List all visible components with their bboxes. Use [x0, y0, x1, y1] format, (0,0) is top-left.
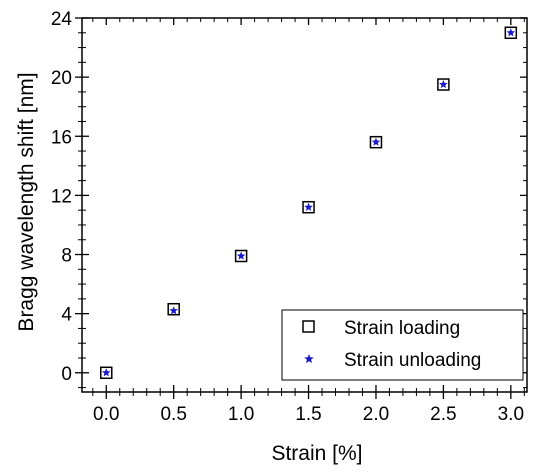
data-point-loading	[437, 78, 450, 91]
legend-label-unloading: Strain unloading	[344, 350, 481, 371]
plot-frame	[81, 17, 528, 393]
series-strain-unloading	[101, 28, 516, 377]
data-point-unloading	[304, 202, 313, 211]
data-point-loading	[167, 302, 180, 316]
data-point-unloading	[236, 251, 246, 260]
y-tick-label: 0	[61, 364, 72, 385]
y-tick-label: 24	[51, 9, 73, 30]
x-axis-label: Strain [%]	[271, 442, 362, 465]
data-point-loading	[504, 26, 518, 40]
y-tick-label: 4	[61, 305, 72, 326]
y-tick-label: 20	[51, 68, 72, 89]
data-point-loading	[369, 135, 383, 149]
data-point-unloading	[439, 80, 448, 89]
x-tick-label: 0.5	[160, 404, 186, 425]
y-axis-label: Bragg wavelength shift [nm]	[15, 72, 38, 331]
y-tick-label: 12	[51, 186, 72, 207]
x-tick-label: 2.5	[430, 404, 456, 425]
y-axis-tick-labels: 0 4 8 12 16 20 24	[51, 9, 73, 385]
data-point-unloading	[371, 137, 381, 146]
x-tick-label: 3.0	[498, 404, 524, 425]
x-axis-ticks	[92, 18, 525, 399]
legend-box	[281, 309, 524, 381]
data-series	[100, 26, 518, 380]
data-point-loading	[302, 200, 315, 214]
legend: Strain loading Strain unloading	[281, 309, 524, 381]
data-point-loading	[100, 366, 113, 380]
legend-label-loading: Strain loading	[344, 318, 460, 339]
y-tick-label: 8	[61, 246, 72, 267]
x-axis-tick-labels: 0.0 0.5 1.0 1.5 2.0 2.5 3.0	[93, 404, 524, 425]
data-point-loading	[234, 249, 248, 263]
x-tick-label: 2.0	[363, 404, 389, 425]
x-tick-label: 1.5	[295, 404, 321, 425]
data-point-unloading	[506, 28, 516, 37]
data-point-unloading	[101, 368, 111, 377]
x-tick-label: 0.0	[93, 404, 119, 425]
series-strain-loading	[100, 26, 518, 380]
x-tick-label: 1.0	[228, 404, 254, 425]
y-tick-label: 16	[51, 127, 72, 148]
data-point-unloading	[169, 306, 178, 315]
legend-marker-loading	[302, 320, 315, 333]
y-axis-ticks	[75, 17, 527, 389]
legend-marker-unloading	[304, 354, 314, 364]
